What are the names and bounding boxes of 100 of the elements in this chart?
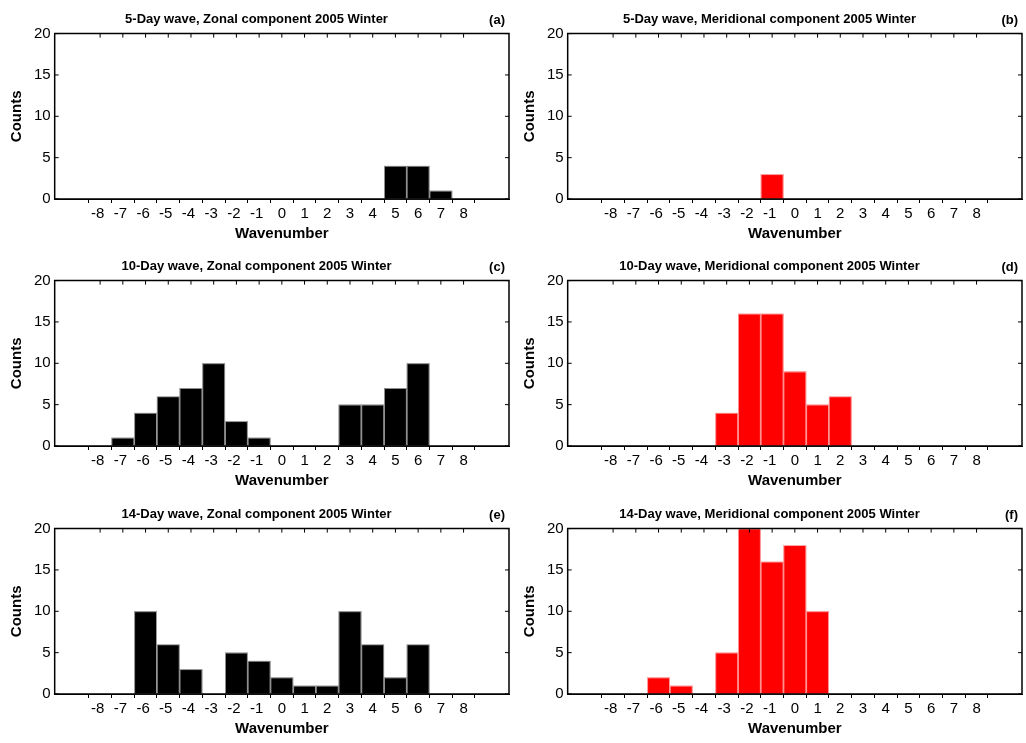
x-tick-label: -2 [227,203,241,221]
x-tick-label: -1 [249,698,264,716]
x-tick-label: 0 [277,203,287,221]
x-tick-label: 3 [345,450,355,468]
x-tick-label: 4 [881,203,890,221]
x-tick-label: 3 [345,203,355,221]
y-tick-label: 20 [547,23,564,41]
x-tick-label: -7 [113,203,128,221]
y-axis-title: Counts [7,585,25,638]
y-tick-label: 20 [34,518,51,536]
x-tick-label: -6 [136,203,150,221]
x-tick-label: -1 [249,450,264,468]
chart-title: 10-Day wave, Zonal component 2005 Winter [121,258,392,274]
x-tick-label: -3 [204,203,218,221]
x-tick-label: 3 [858,203,868,221]
y-tick-label: 10 [34,601,51,619]
x-tick-label: -2 [740,698,754,716]
x-tick-label: -7 [626,450,641,468]
x-tick-label: 4 [368,698,377,716]
chart-title: 14-Day wave, Zonal component 2005 Winter [121,506,392,522]
x-tick-label: 8 [459,450,468,468]
x-tick-label: 7 [436,698,446,716]
x-tick-label: -4 [181,450,196,468]
y-tick-label: 10 [547,353,564,371]
x-tick-label: 6 [926,203,936,221]
text: (d) [1001,259,1018,275]
x-tick-label: 5 [391,203,400,221]
x-tick-label: 6 [413,203,423,221]
x-tick-label: -1 [249,203,264,221]
y-tick-label: 20 [34,270,51,288]
x-tick-label: 5 [904,203,913,221]
y-tick-label: 15 [34,312,51,330]
x-tick-label: -8 [603,698,618,716]
x-tick-label: 5 [391,450,400,468]
chart-title: 5-Day wave, Meridional component 2005 Winter [622,11,917,27]
y-tick-label: 5 [42,642,51,660]
y-tick-label: 0 [42,436,51,454]
x-tick-label: -6 [649,203,663,221]
x-tick-label: 7 [436,450,446,468]
y-tick-label: 15 [547,65,564,83]
x-tick-label: 7 [949,698,959,716]
x-tick-label: 6 [413,450,423,468]
x-tick-label: -3 [204,450,218,468]
x-tick-label: -6 [649,698,663,716]
x-tick-label: 5 [391,698,400,716]
y-tick-label: 15 [547,560,564,578]
x-tick-label: -3 [717,698,731,716]
chart-title: 10-Day wave, Meridional component 2005 Winter [619,258,920,274]
x-tick-label: 0 [277,698,287,716]
x-tick-label: -4 [694,698,709,716]
x-tick-label: -2 [227,450,241,468]
x-tick-label: 3 [858,450,868,468]
x-tick-label: -1 [762,203,777,221]
x-tick-label: 2 [836,698,845,716]
x-tick-label: 4 [368,203,377,221]
x-tick-label: 8 [972,203,981,221]
y-tick-label: 5 [42,147,51,165]
chart-title: 5-Day wave, Zonal component 2005 Winter [125,11,388,27]
text: (e) [489,507,505,523]
chart-title: 14-Day wave, Meridional component 2005 Winter [619,506,920,522]
y-tick-label: 5 [555,394,564,412]
text: (b) [1001,12,1018,28]
y-tick-label: 0 [555,189,564,207]
y-tick-label: 0 [555,684,564,702]
y-tick-label: 20 [547,270,564,288]
x-tick-label: 2 [323,698,332,716]
y-tick-label: 15 [34,560,51,578]
x-tick-label: 1 [813,450,822,468]
x-tick-label: -4 [181,698,196,716]
x-tick-label: -3 [717,203,731,221]
y-tick-label: 10 [34,353,51,371]
x-tick-label: 8 [972,450,981,468]
text: (a) [489,12,505,28]
x-tick-label: -8 [90,450,105,468]
x-tick-label: -2 [740,203,754,221]
x-tick-label: -7 [113,450,128,468]
y-tick-label: 5 [555,642,564,660]
x-tick-label: 6 [413,698,423,716]
x-tick-label: -5 [672,450,686,468]
x-axis-title: Wavenumber [748,224,842,242]
x-tick-label: 2 [323,203,332,221]
y-tick-label: 10 [547,106,564,124]
x-tick-label: -7 [626,698,641,716]
x-tick-label: -6 [136,450,150,468]
y-tick-label: 20 [547,518,564,536]
x-tick-label: -8 [603,450,618,468]
text: (f) [1005,507,1018,523]
y-tick-label: 0 [42,189,51,207]
x-tick-label: -8 [603,203,618,221]
x-tick-label: 8 [972,698,981,716]
x-tick-label: 1 [300,698,309,716]
x-tick-label: 8 [459,203,468,221]
y-axis-title: Counts [7,90,25,143]
x-tick-label: -8 [90,203,105,221]
x-tick-label: -5 [159,450,173,468]
x-tick-label: -7 [626,203,641,221]
x-tick-label: 4 [881,698,890,716]
x-tick-label: 7 [436,203,446,221]
x-tick-label: -1 [762,450,777,468]
x-tick-label: 6 [926,450,936,468]
